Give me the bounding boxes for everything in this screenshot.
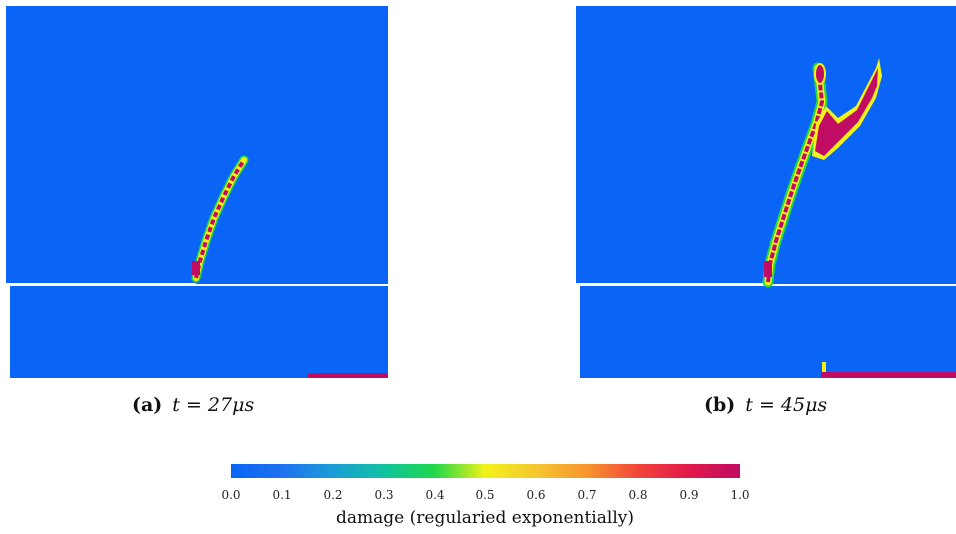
crack-path <box>191 155 249 283</box>
specimen-lower-region <box>10 286 388 378</box>
colorbar-tick: 0.4 <box>425 488 445 502</box>
colorbar-tick: 0.2 <box>323 488 343 502</box>
colorbar-tick: 0.7 <box>577 488 597 502</box>
caption-tag: (a) <box>132 394 163 416</box>
colorbar-tick: 0.1 <box>272 488 292 502</box>
colorbar-tick: 0.6 <box>526 488 546 502</box>
colorbar-tick: 1.0 <box>730 488 750 502</box>
colorbar-tick: 0.0 <box>221 488 241 502</box>
caption-panel-a: (a) t = 27μs <box>132 394 254 416</box>
specimen-upper-region <box>576 6 956 284</box>
crack-path <box>762 58 882 288</box>
caption-time: t = 45μs <box>745 394 828 416</box>
caption-time: t = 27μs <box>172 394 255 416</box>
specimen-upper-region <box>6 6 388 284</box>
colorbar-tick: 0.5 <box>475 488 495 502</box>
colorbar <box>231 464 740 478</box>
boundary-damage <box>821 372 956 378</box>
colorbar-title: damage (regularied exponentially) <box>336 508 634 528</box>
pre-notch <box>576 283 768 286</box>
damage-field-panel-a <box>6 6 388 378</box>
boundary-damage <box>308 373 388 378</box>
specimen-lower-region <box>580 286 956 378</box>
pre-notch <box>6 283 196 286</box>
caption-tag: (b) <box>704 394 736 416</box>
colorbar-tick: 0.9 <box>679 488 699 502</box>
colorbar-tick: 0.8 <box>628 488 648 502</box>
damage-field-panel-b <box>576 6 956 378</box>
colorbar-tick: 0.3 <box>374 488 394 502</box>
caption-panel-b: (b) t = 45μs <box>704 394 827 416</box>
